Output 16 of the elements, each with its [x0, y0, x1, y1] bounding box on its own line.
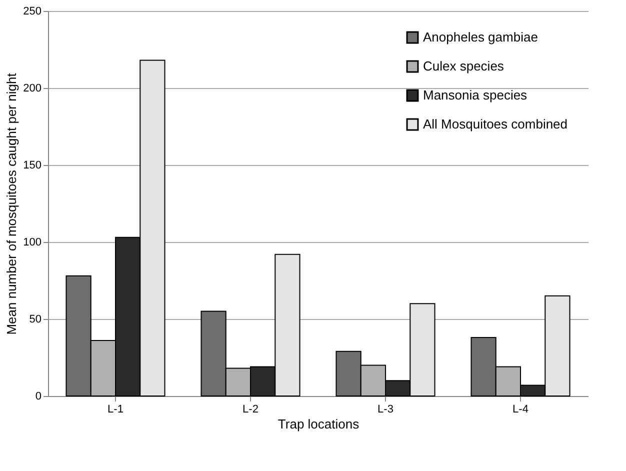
x-tick-label: L-3	[378, 404, 394, 416]
y-tick-label: 50	[29, 314, 42, 326]
x-axis-title: Trap locations	[278, 416, 360, 432]
legend-label: Mansonia species	[423, 88, 528, 102]
y-tick-label: 250	[23, 6, 42, 18]
y-axis-title: Mean number of mosquitoes caught per night	[4, 72, 20, 335]
y-tick-label: 200	[23, 82, 42, 94]
y-tick-label: 0	[35, 390, 42, 402]
legend-label: Anopheles gambiae	[423, 30, 538, 44]
x-tick-label: L-1	[108, 404, 124, 416]
legend-label: All Mosquitoes combined	[423, 116, 568, 132]
legend-label: Culex species	[423, 58, 504, 74]
y-tick-label: 100	[23, 236, 42, 248]
y-tick-label: 150	[23, 160, 42, 172]
x-tick-label: L-4	[512, 404, 528, 416]
x-tick-label: L-2	[242, 404, 258, 416]
